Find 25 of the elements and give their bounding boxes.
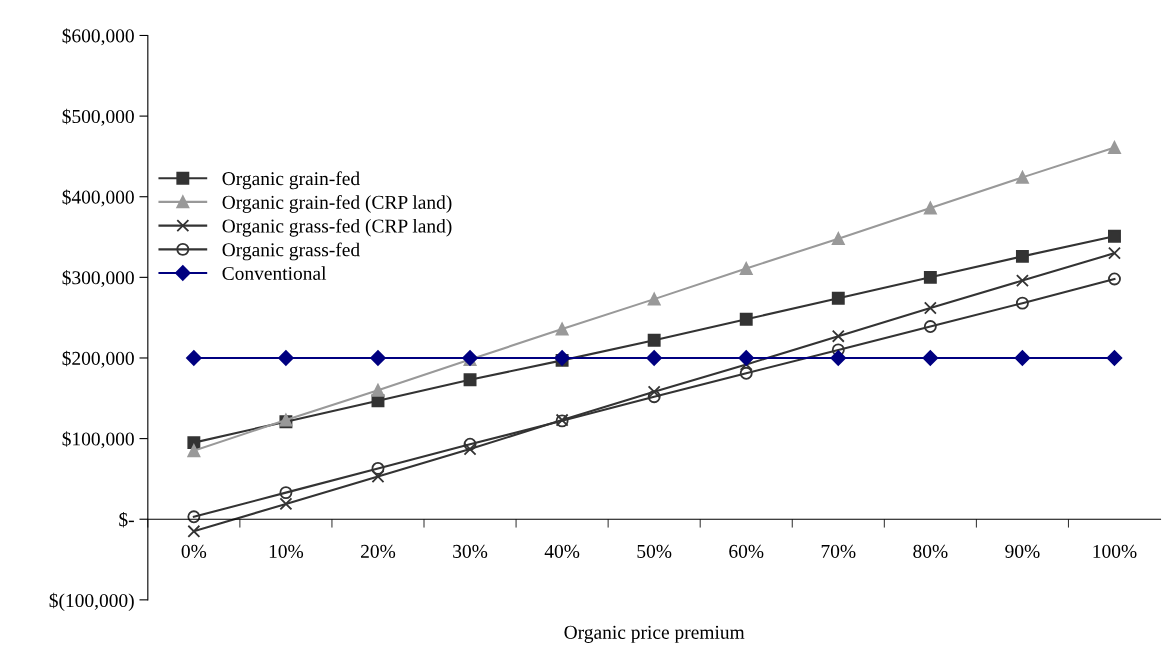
x-tick-label: 30% [453,544,488,558]
y-tick-label: $- [119,511,134,528]
y-tick-label: $300,000 [62,270,134,288]
x-tick-label: 20% [361,544,396,558]
x-tick-label: 100% [1093,544,1137,558]
x-tick-label: 40% [544,544,580,558]
x-tick-label: 50% [637,544,672,558]
legend-label: Organic grain-fed (CRP land) [222,195,452,213]
x-tick-label: 60% [729,544,764,558]
x-tick-label: 70% [821,544,856,558]
legend-label: Conventional [222,266,327,280]
x-tick-label: 0% [181,544,207,558]
y-tick-label: $400,000 [62,189,134,207]
x-axis-title: Organic price premium [564,625,745,643]
x-tick-label: 10% [269,544,304,558]
x-tick-label: 80% [913,544,948,558]
legend-label: Organic grass-fed (CRP land) [222,218,452,237]
y-tick-label: $200,000 [62,350,134,368]
x-tick-label: 90% [1005,544,1040,558]
y-tick-label: $600,000 [62,28,134,46]
y-tick-label: $100,000 [62,431,134,449]
y-tick-label: $(100,000) [49,592,134,612]
legend-label: Organic grain-fed [222,171,360,190]
legend-label: Organic grass-fed [222,242,360,261]
y-tick-label: $500,000 [62,108,134,126]
